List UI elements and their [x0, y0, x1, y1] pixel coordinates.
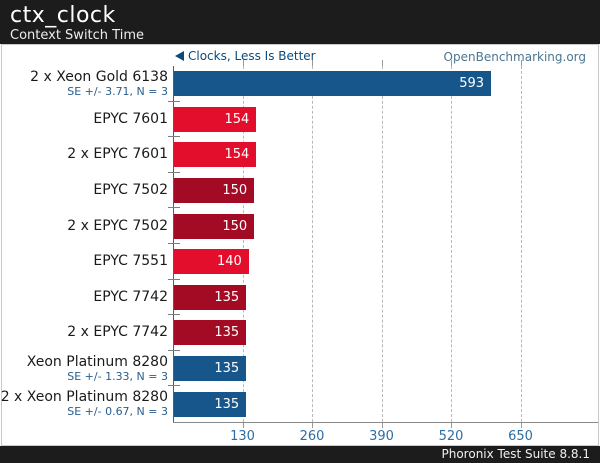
bar: 135	[174, 320, 247, 346]
bar-label: Xeon Platinum 8280	[26, 353, 168, 370]
bar-value: 154	[224, 147, 250, 163]
bar-se-note: SE +/- 1.33, N = 3	[67, 369, 168, 383]
x-axis-tick	[381, 423, 383, 428]
bar-label: EPYC 7502	[93, 182, 168, 199]
x-axis-tick-label: 130	[230, 429, 255, 444]
x-axis-tick-label: 650	[508, 429, 533, 444]
bar-cell: 154	[173, 137, 598, 173]
chart-subtitle: Context Switch Time	[10, 28, 144, 43]
bar-label-cell: 2 x Xeon Platinum 8280 SE +/- 0.67, N = 3	[0, 386, 173, 422]
gridline	[520, 66, 522, 422]
bar-cell: 140	[173, 243, 598, 280]
chart-footer: Phoronix Test Suite 8.8.1	[0, 446, 600, 463]
bar-cell: 135	[173, 279, 598, 316]
bar-value: 150	[222, 183, 248, 199]
bar: 135	[174, 356, 247, 382]
gridline	[242, 66, 244, 422]
bar: 154	[174, 142, 257, 168]
bar-rows: 2 x Xeon Gold 6138 SE +/- 3.71, N = 3 593 E…	[0, 66, 598, 422]
bar-row: 2 x Xeon Platinum 8280 SE +/- 0.67, N = 3…	[0, 386, 598, 422]
footer-text: Phoronix Test Suite 8.8.1	[441, 447, 591, 461]
x-axis-tick-label: 520	[438, 429, 464, 444]
bar-row: 2 x EPYC 7601 154	[2, 137, 598, 173]
bar-label: EPYC 7551	[93, 253, 168, 270]
bar-label-cell: 2 x EPYC 7502	[2, 208, 173, 244]
bar-label-cell: 2 x Xeon Gold 6138 SE +/- 3.71, N = 3	[2, 66, 173, 102]
bar-value: 593	[459, 76, 485, 92]
bar-row: 2 x EPYC 7502 150	[2, 208, 598, 244]
bar-label-cell: Xeon Platinum 8280 SE +/- 1.33, N = 3	[2, 351, 173, 387]
x-axis-tick	[242, 423, 244, 428]
bar: 593	[174, 71, 492, 97]
bar-row: EPYC 7601 154	[2, 101, 598, 138]
gridline-top-tick	[520, 60, 522, 66]
bar-label-cell: EPYC 7601	[2, 102, 173, 138]
gridline-top-tick	[451, 60, 452, 66]
x-axis: 130 260 390 520 650	[173, 422, 598, 446]
bar: 140	[174, 249, 249, 275]
bar-cell: 154	[173, 101, 598, 138]
bar: 154	[174, 106, 257, 132]
gridline-top-tick	[381, 60, 383, 66]
x-axis-tick	[520, 423, 522, 428]
bar-label: 2 x EPYC 7601	[67, 146, 168, 163]
bar: 135	[174, 391, 247, 417]
bar-cell: 150	[173, 208, 598, 244]
bar-label-cell: EPYC 7551	[2, 244, 173, 280]
bar-value: 135	[214, 289, 240, 305]
bar-label: 2 x EPYC 7742	[67, 324, 168, 341]
chart-title: ctx_clock	[10, 3, 116, 28]
gridline-top-tick	[242, 60, 244, 66]
bar-se-note: SE +/- 3.71, N = 3	[67, 84, 168, 98]
bar-cell: 135	[173, 350, 598, 387]
bar-row: EPYC 7551 140	[2, 243, 598, 280]
grid-layer	[173, 60, 598, 422]
bar-row: 2 x Xeon Gold 6138 SE +/- 3.71, N = 3 593	[2, 66, 598, 102]
benchmark-note: Clocks, Less Is Better	[175, 49, 316, 63]
bar-cell: 135	[173, 315, 598, 351]
left-arrow-icon	[175, 51, 184, 61]
bar-label: EPYC 7742	[93, 288, 168, 305]
benchmark-note-label: Clocks, Less Is Better	[188, 49, 316, 63]
bar-row: 2 x EPYC 7742 135	[2, 315, 598, 351]
gridline	[451, 66, 452, 422]
bar-value: 135	[214, 325, 240, 341]
chart-area: Clocks, Less Is Better OpenBenchmarking.…	[1, 44, 599, 446]
bar-label-cell: EPYC 7742	[2, 280, 173, 316]
bar: 150	[174, 213, 255, 239]
bar-se-note: SE +/- 0.67, N = 3	[67, 405, 168, 419]
x-axis-tick-label: 390	[369, 429, 394, 444]
gridline	[312, 66, 313, 422]
bar-cell: 135	[173, 386, 598, 422]
gridline	[381, 66, 383, 422]
bar-label: EPYC 7601	[93, 110, 168, 127]
bar-value: 140	[217, 254, 242, 270]
bar-value: 150	[222, 218, 248, 234]
x-axis-tick-label: 260	[299, 429, 325, 444]
chart-header: ctx_clock Context Switch Time	[0, 0, 600, 44]
bar: 150	[174, 178, 255, 204]
bar-value: 135	[214, 396, 240, 412]
bar-value: 135	[214, 361, 240, 377]
openbenchmarking-link[interactable]: OpenBenchmarking.org	[443, 50, 586, 64]
bar-cell: 150	[173, 172, 598, 209]
bar: 135	[174, 284, 247, 310]
bar-label-cell: 2 x EPYC 7742	[2, 315, 173, 351]
bar-row: EPYC 7742 135	[2, 279, 598, 316]
bar-label-cell: EPYC 7502	[2, 173, 173, 209]
gridline-top-tick	[312, 60, 313, 66]
bar-row: Xeon Platinum 8280 SE +/- 1.33, N = 3 135	[2, 350, 598, 387]
bar-label: 2 x EPYC 7502	[67, 217, 168, 234]
x-axis-tick	[312, 423, 313, 428]
plot-area: 2 x Xeon Gold 6138 SE +/- 3.71, N = 3 593 E…	[0, 60, 598, 422]
bar-row: EPYC 7502 150	[2, 172, 598, 209]
bar-cell: 593	[173, 66, 598, 102]
x-axis-tick	[451, 423, 452, 428]
bar-label: 2 x Xeon Gold 6138	[30, 68, 168, 85]
bar-label: 2 x Xeon Platinum 8280	[0, 389, 168, 406]
bar-value: 154	[224, 111, 250, 127]
bar-label-cell: 2 x EPYC 7601	[2, 137, 173, 173]
